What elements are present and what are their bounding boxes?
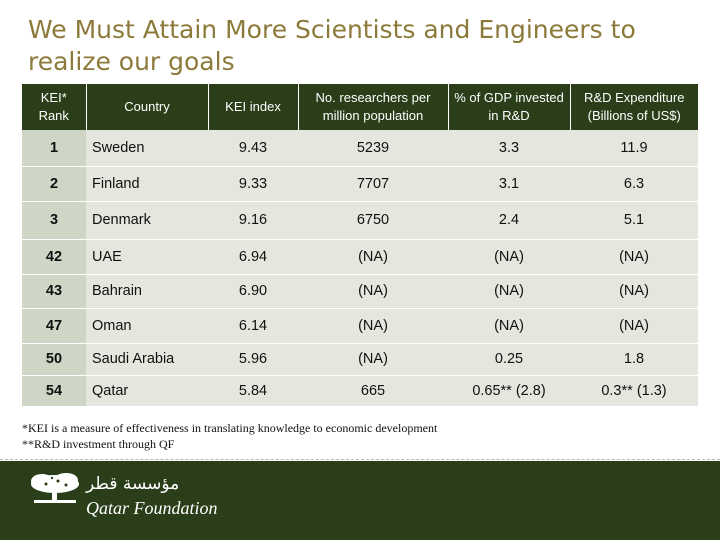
rank-cell: 1: [22, 130, 86, 167]
kei-cell: 6.14: [208, 308, 298, 344]
gdp-cell: (NA): [448, 308, 570, 344]
kei-cell: 5.96: [208, 343, 298, 376]
rank-cell: 54: [22, 375, 86, 407]
researchers-cell: 665: [298, 375, 448, 407]
researchers-cell: (NA): [298, 274, 448, 309]
researchers-cell: 7707: [298, 166, 448, 202]
table-row: 43 Bahrain 6.90 (NA) (NA) (NA): [22, 274, 698, 309]
table-row: 47 Oman 6.14 (NA) (NA) (NA): [22, 308, 698, 344]
country-cell: Bahrain: [86, 274, 208, 309]
kei-cell: 6.94: [208, 239, 298, 275]
rank-cell: 47: [22, 308, 86, 344]
header-gdp: % of GDP invested in R&D: [448, 84, 571, 130]
table-row: 3 Denmark 9.16 6750 2.4 5.1: [22, 201, 698, 240]
expenditure-cell: 5.1: [570, 201, 698, 240]
expenditure-cell: (NA): [570, 239, 698, 275]
logo-name: Qatar Foundation: [86, 498, 218, 518]
country-cell: Denmark: [86, 201, 208, 240]
rank-cell: 42: [22, 239, 86, 275]
country-cell: Finland: [86, 166, 208, 202]
researchers-cell: 5239: [298, 130, 448, 167]
expenditure-cell: (NA): [570, 308, 698, 344]
footnotes: *KEI is a measure of effectiveness in tr…: [22, 420, 437, 452]
table-row: 42 UAE 6.94 (NA) (NA) (NA): [22, 239, 698, 275]
table-row: 2 Finland 9.33 7707 3.1 6.3: [22, 166, 698, 202]
country-cell: Qatar: [86, 375, 208, 407]
footer-divider: [0, 459, 720, 460]
kei-cell: 6.90: [208, 274, 298, 309]
header-rank: KEI* Rank: [22, 84, 87, 130]
footer-band: [0, 461, 720, 540]
header-country: Country: [86, 84, 209, 130]
country-cell: Oman: [86, 308, 208, 344]
gdp-cell: (NA): [448, 239, 570, 275]
expenditure-cell: 6.3: [570, 166, 698, 202]
footnote-qf: **R&D investment through QF: [22, 437, 175, 451]
gdp-cell: 3.3: [448, 130, 570, 167]
gdp-cell: 3.1: [448, 166, 570, 202]
gdp-cell: 0.25: [448, 343, 570, 376]
researchers-cell: (NA): [298, 343, 448, 376]
gdp-cell: (NA): [448, 274, 570, 309]
rank-cell: 50: [22, 343, 86, 376]
rank-cell: 3: [22, 201, 86, 240]
expenditure-cell: 1.8: [570, 343, 698, 376]
researchers-cell: (NA): [298, 239, 448, 275]
rank-cell: 2: [22, 166, 86, 202]
expenditure-cell: 0.3** (1.3): [570, 375, 698, 407]
researchers-cell: 6750: [298, 201, 448, 240]
country-cell: Saudi Arabia: [86, 343, 208, 376]
logo-arabic-text: مؤسسة قطر: [86, 474, 180, 494]
country-cell: UAE: [86, 239, 208, 275]
rank-cell: 43: [22, 274, 86, 309]
table-row: 1 Sweden 9.43 5239 3.3 11.9: [22, 130, 698, 167]
kei-table: KEI* Rank Country KEI index No. research…: [22, 84, 698, 407]
table-row: 50 Saudi Arabia 5.96 (NA) 0.25 1.8: [22, 343, 698, 376]
slide-title: We Must Attain More Scientists and Engin…: [28, 15, 636, 76]
expenditure-cell: (NA): [570, 274, 698, 309]
gdp-cell: 0.65** (2.8): [448, 375, 570, 407]
researchers-cell: (NA): [298, 308, 448, 344]
kei-cell: 9.33: [208, 166, 298, 202]
country-cell: Sweden: [86, 130, 208, 167]
table-row: 54 Qatar 5.84 665 0.65** (2.8) 0.3** (1.…: [22, 375, 698, 407]
footnote-kei: *KEI is a measure of effectiveness in tr…: [22, 421, 438, 435]
header-expenditure: R&D Expenditure (Billions of US$): [570, 84, 698, 130]
header-kei-index: KEI index: [208, 84, 299, 130]
kei-cell: 9.16: [208, 201, 298, 240]
table-header-row: KEI* Rank Country KEI index No. research…: [22, 84, 698, 130]
kei-cell: 5.84: [208, 375, 298, 407]
kei-cell: 9.43: [208, 130, 298, 167]
header-researchers: No. researchers per million population: [298, 84, 449, 130]
expenditure-cell: 11.9: [570, 130, 698, 167]
tree-logo-icon: [31, 473, 79, 503]
gdp-cell: 2.4: [448, 201, 570, 240]
